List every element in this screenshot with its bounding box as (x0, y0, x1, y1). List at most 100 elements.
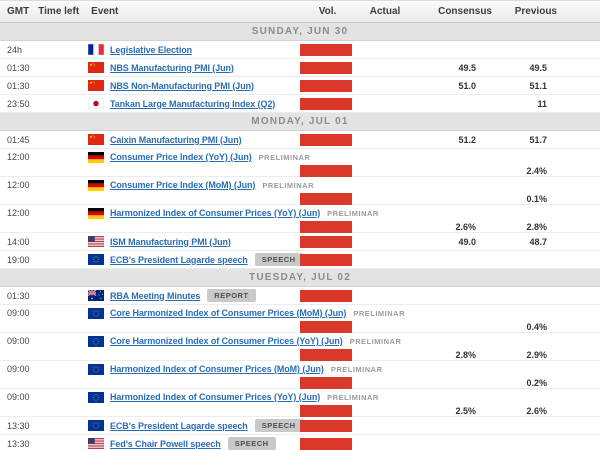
event-time: 09:00 (7, 364, 30, 374)
vol-cell (295, 43, 360, 56)
event-link[interactable]: Legislative Election (110, 44, 193, 55)
flag-australia-icon (88, 290, 104, 301)
event-link[interactable]: ECB's President Lagarde speech (110, 420, 248, 431)
vol-cell (295, 437, 360, 450)
flag-japan-icon (88, 98, 104, 109)
column-header-time-left: Time left (38, 6, 80, 17)
previous-value: 11 (537, 98, 547, 109)
volatility-bar (300, 404, 352, 417)
event-row-line1: 09:00 Core Harmonized Index of Consumer P… (0, 307, 600, 319)
event-row-line2: 2.8% 2.9% (0, 348, 600, 361)
flag-eu-icon (88, 363, 104, 375)
event-row[interactable]: 12:00 Consumer Price Index (MoM) (Jun) PRE… (0, 177, 600, 205)
event-link[interactable]: Harmonized Index of Consumer Prices (YoY… (110, 392, 321, 402)
consensus-value: 51.0 (458, 80, 476, 91)
vol-cell (295, 164, 360, 177)
volatility-bar (300, 437, 352, 450)
event-cell: Caixin Manufacturing PMI (Jun) (80, 134, 295, 145)
event-link[interactable]: NBS Manufacturing PMI (Jun) (110, 62, 234, 73)
event-link[interactable]: Consumer Price Index (MoM) (Jun) (110, 180, 256, 190)
event-cell: Harmonized Index of Consumer Prices (MoM… (80, 363, 600, 375)
event-row-line2: 2.6% 2.8% (0, 220, 600, 233)
event-time: 12:00 (7, 152, 30, 162)
event-link[interactable]: Tankan Large Manufacturing Index (Q2) (110, 98, 276, 109)
event-time: 01:30 (7, 62, 30, 73)
event-cell: Core Harmonized Index of Consumer Prices… (80, 307, 600, 319)
event-row[interactable]: 09:00 Core Harmonized Index of Consumer P… (0, 333, 600, 361)
event-row[interactable]: 09:00 Harmonized Index of Consumer Prices… (0, 361, 600, 389)
event-row-line1: 09:00 Harmonized Index of Consumer Prices… (0, 363, 600, 375)
event-row[interactable]: 01:30 NBS Manufacturing PMI (Jun) 49.5 49.5 (0, 59, 600, 77)
flag-eu-icon (88, 254, 104, 265)
event-row[interactable]: 09:00 Harmonized Index of Consumer Prices… (0, 389, 600, 417)
event-link[interactable]: Core Harmonized Index of Consumer Prices… (110, 336, 343, 346)
event-time: 13:30 (7, 438, 30, 449)
consensus-value: 2.5% (455, 405, 476, 416)
event-link[interactable]: Fed's Chair Powell speech (110, 438, 221, 449)
event-time: 24h (7, 44, 23, 55)
previous-value: 0.1% (526, 193, 547, 204)
event-row[interactable]: 13:30 ECB's President Lagarde speech SPEEC… (0, 417, 600, 435)
volatility-bar (300, 43, 352, 56)
volatility-bar (300, 348, 352, 361)
vol-cell (295, 133, 360, 146)
flag-france-icon (88, 44, 104, 55)
event-time: 01:30 (7, 80, 30, 91)
flag-germany-icon (88, 151, 104, 163)
event-cell: Harmonized Index of Consumer Prices (YoY… (80, 391, 600, 403)
event-link[interactable]: Harmonized Index of Consumer Prices (MoM… (110, 364, 324, 374)
event-link[interactable]: ECB's President Lagarde speech (110, 254, 248, 265)
event-cell: Consumer Price Index (MoM) (Jun) PRELIMIN… (80, 179, 600, 191)
event-link[interactable]: RBA Meeting Minutes (110, 290, 201, 301)
calendar-body: SUNDAY, JUN 30 24h Legislative Election 01:… (0, 23, 600, 450)
column-header-vol: Vol. (318, 6, 337, 17)
event-badge: REPORT (207, 289, 256, 302)
event-badge: SPEECH (254, 419, 303, 432)
event-row[interactable]: 24h Legislative Election (0, 41, 600, 59)
event-cell: NBS Manufacturing PMI (Jun) (80, 62, 295, 73)
event-cell: ECB's President Lagarde speech SPEECH (80, 253, 303, 266)
event-row[interactable]: 13:30 Fed's Chair Powell speech SPEECH (0, 435, 600, 450)
event-row[interactable]: 01:30 RBA Meeting Minutes REPORT (0, 287, 600, 305)
event-time: 12:00 (7, 180, 30, 190)
event-cell: NBS Non-Manufacturing PMI (Jun) (80, 80, 295, 91)
event-time: 09:00 (7, 336, 30, 346)
event-row-line2: 2.4% (0, 164, 600, 177)
event-row[interactable]: 14:00 ISM Manufacturing PMI (Jun) 49.0 48.7 (0, 233, 600, 251)
volatility-bar (300, 164, 352, 177)
event-link[interactable]: Harmonized Index of Consumer Prices (YoY… (110, 208, 321, 218)
event-link[interactable]: Core Harmonized Index of Consumer Prices… (110, 308, 347, 318)
volatility-bar (300, 253, 352, 266)
event-row-line1: 12:00 Consumer Price Index (YoY) (Jun) PRE… (0, 151, 600, 163)
event-link[interactable]: NBS Non-Manufacturing PMI (Jun) (110, 80, 254, 91)
volatility-bar (300, 220, 352, 233)
event-row[interactable]: 23:50 Tankan Large Manufacturing Index (Q… (0, 95, 600, 113)
vol-cell (295, 289, 360, 302)
event-row[interactable]: 01:30 NBS Non-Manufacturing PMI (Jun) 51.0… (0, 77, 600, 95)
volatility-bar (300, 235, 352, 248)
previous-value: 49.5 (529, 62, 547, 73)
event-row[interactable]: 12:00 Harmonized Index of Consumer Prices… (0, 205, 600, 233)
event-link[interactable]: Caixin Manufacturing PMI (Jun) (110, 134, 242, 145)
flag-china-icon (88, 134, 104, 145)
previous-value: 2.6% (526, 405, 547, 416)
event-row[interactable]: 09:00 Core Harmonized Index of Consumer P… (0, 305, 600, 333)
flag-eu-icon (88, 391, 104, 403)
event-time: 09:00 (7, 392, 30, 402)
column-header-event: Event (91, 6, 119, 17)
vol-cell (295, 376, 360, 389)
volatility-bar (300, 79, 352, 92)
flag-germany-icon (88, 179, 104, 191)
event-row[interactable]: 19:00 ECB's President Lagarde speech SPEEC… (0, 251, 600, 269)
previous-value: 2.8% (526, 221, 547, 232)
flag-usa-icon (88, 236, 104, 247)
event-cell: Fed's Chair Powell speech SPEECH (80, 437, 295, 450)
event-cell: ISM Manufacturing PMI (Jun) (80, 236, 295, 247)
volatility-bar (300, 320, 352, 333)
event-link[interactable]: ISM Manufacturing PMI (Jun) (110, 236, 231, 247)
event-link[interactable]: Consumer Price Index (YoY) (Jun) (110, 152, 252, 162)
event-row[interactable]: 01:45 Caixin Manufacturing PMI (Jun) 51.2 5… (0, 131, 600, 149)
event-time: 23:50 (7, 98, 30, 109)
event-row[interactable]: 12:00 Consumer Price Index (YoY) (Jun) PRE… (0, 149, 600, 177)
